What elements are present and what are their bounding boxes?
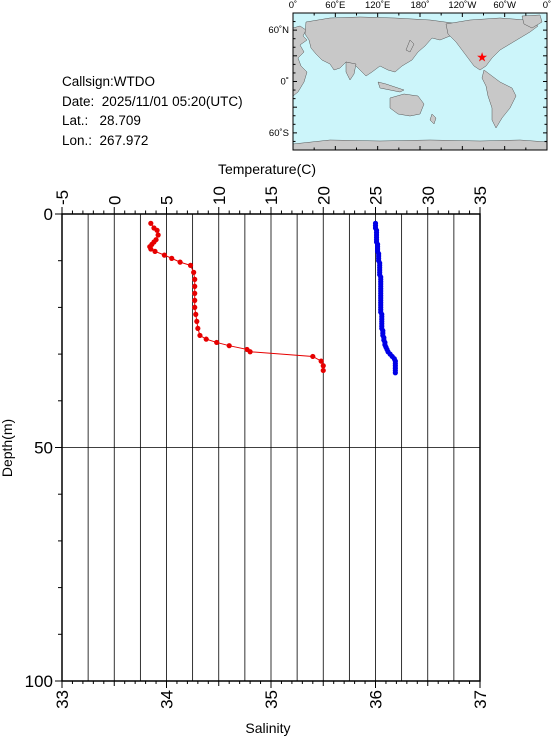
temperature-point xyxy=(191,269,197,275)
depth-tick-label: 0 xyxy=(44,205,53,224)
temperature-axis-title: Temperature(C) xyxy=(218,161,316,177)
temperature-point xyxy=(247,349,253,355)
map-lat-label: 0˚ xyxy=(281,77,289,88)
lat-value: 28.709 xyxy=(99,113,141,128)
depth-axis-title: Depth(m) xyxy=(0,419,15,477)
map-lon-label: 120˚E xyxy=(365,0,390,11)
depth-tick-label: 50 xyxy=(34,439,53,458)
lon-row: Lon.: 267.972 xyxy=(62,131,243,151)
chart-grid xyxy=(62,214,480,681)
temperature-point xyxy=(318,358,324,364)
lon-label: Lon.: xyxy=(62,132,93,148)
temperature-point xyxy=(152,248,158,254)
temperature-point xyxy=(192,297,198,303)
temperature-point xyxy=(195,325,201,332)
temperature-tick-label: 30 xyxy=(419,186,438,205)
temperature-point xyxy=(197,332,203,339)
map-lat-label: 60˚N xyxy=(268,25,289,36)
temperature-tick-label: 5 xyxy=(158,196,177,205)
series-lines xyxy=(149,223,396,373)
salinity-point xyxy=(392,370,398,376)
temperature-point xyxy=(161,252,168,258)
land-newzealand xyxy=(429,113,437,125)
callsign-value: WTDO xyxy=(113,74,156,89)
temperature-point xyxy=(203,336,209,342)
temperature-point xyxy=(169,255,175,261)
temperature-tick-label: 10 xyxy=(210,186,229,205)
map-ticks xyxy=(292,12,548,151)
land-india xyxy=(345,61,357,81)
land-greenland xyxy=(521,14,543,29)
temperature-point xyxy=(214,339,220,346)
temperature-point xyxy=(192,276,198,282)
land-south-america xyxy=(481,69,517,129)
callsign-label: Callsign: xyxy=(62,74,114,89)
map-lon-label: 180˚ xyxy=(410,0,429,11)
series-points xyxy=(147,220,398,376)
temperature-tick-label: 20 xyxy=(314,186,333,205)
map-lon-label: 60˚W xyxy=(493,0,516,11)
map-lon-label: 60˚E xyxy=(325,0,345,11)
map-lon-label: 120˚W xyxy=(448,0,476,11)
salinity-tick-label: 37 xyxy=(471,690,490,709)
temperature-tick-label: 15 xyxy=(262,186,281,205)
temperature-tick-label: 25 xyxy=(367,186,386,205)
temperature-point xyxy=(155,232,161,238)
temperature-point xyxy=(320,367,326,374)
map-top-labels: 0˚ 60˚E 120˚E 180˚ 120˚W 60˚W 0˚ xyxy=(289,0,551,11)
temperature-point xyxy=(148,220,154,226)
world-map: 0˚ 60˚E 120˚E 180˚ 120˚W 60˚W 0˚ 60˚N 0˚ 60˚S ★ xyxy=(268,0,551,151)
temperature-point xyxy=(226,343,232,349)
temperature-axis: -5 0 5 10 15 20 25 30 35 xyxy=(53,186,490,214)
station-marker: ★ xyxy=(476,49,488,64)
date-label: Date: xyxy=(62,93,95,109)
map-left-labels: 60˚N 0˚ 60˚S xyxy=(268,25,289,139)
map-lon-label: 0˚ xyxy=(543,0,551,11)
temperature-point xyxy=(320,363,326,369)
map-lat-label: 60˚S xyxy=(269,128,289,139)
temperature-point xyxy=(310,353,316,360)
map-land xyxy=(292,14,548,151)
lon-value: 267.972 xyxy=(99,132,149,148)
salinity-axis: 33 34 35 36 37 xyxy=(53,681,490,709)
temperature-point xyxy=(192,290,198,296)
callsign-row: Callsign:WTDO xyxy=(62,72,243,92)
salinity-tick-label: 35 xyxy=(262,690,281,709)
station-info: Callsign:WTDO Date: 2025/11/01 05:20(UTC… xyxy=(62,72,243,150)
temperature-point xyxy=(148,246,154,252)
temperature-point xyxy=(194,318,200,325)
land-japan xyxy=(405,39,415,53)
land-indonesia xyxy=(377,81,405,93)
temperature-tick-label: 35 xyxy=(471,186,490,205)
temperature-tick-label: 0 xyxy=(105,196,124,205)
map-lon-label: 0˚ xyxy=(289,0,297,11)
land-north-america xyxy=(445,17,539,71)
temperature-point xyxy=(187,262,194,268)
lat-label: Lat.: xyxy=(62,113,89,128)
temperature-point xyxy=(193,311,199,317)
salinity-tick-label: 36 xyxy=(367,690,386,709)
salinity-tick-label: 33 xyxy=(53,690,72,709)
date-value: 2025/11/01 05:20(UTC) xyxy=(101,93,243,109)
temperature-tick-label: -5 xyxy=(53,190,72,205)
date-row: Date: 2025/11/01 05:20(UTC) xyxy=(62,92,243,112)
temperature-point xyxy=(154,227,160,233)
depth-axis: 0 50 100 xyxy=(25,205,62,691)
temperature-point xyxy=(177,259,183,265)
land-australia xyxy=(389,93,425,117)
temperature-point xyxy=(192,283,198,289)
temperature-point xyxy=(192,304,198,310)
lat-row: Lat.: 28.709 xyxy=(62,111,243,131)
salinity-tick-label: 34 xyxy=(158,690,177,709)
depth-tick-label: 100 xyxy=(25,672,53,691)
salinity-axis-title: Salinity xyxy=(245,720,290,736)
